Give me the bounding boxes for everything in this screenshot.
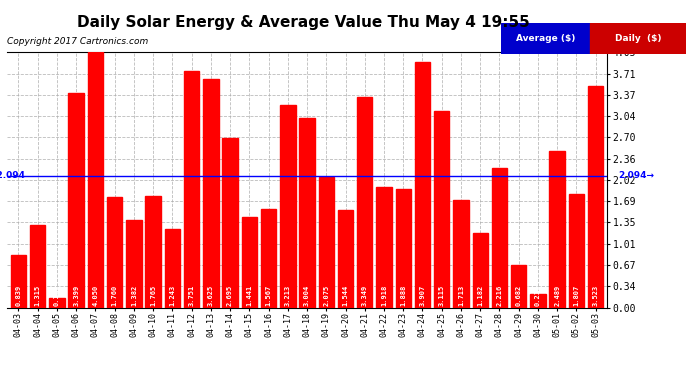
Bar: [376, 187, 392, 308]
Bar: [299, 118, 315, 308]
Text: 2.489: 2.489: [554, 284, 560, 306]
Text: 0.839: 0.839: [15, 284, 21, 306]
Bar: [473, 233, 488, 308]
Bar: [338, 210, 353, 308]
Bar: [569, 194, 584, 308]
Bar: [165, 229, 180, 308]
Text: 1.713: 1.713: [458, 284, 464, 306]
Text: 3.523: 3.523: [593, 284, 599, 306]
Text: Daily Solar Energy & Average Value Thu May 4 19:55: Daily Solar Energy & Average Value Thu M…: [77, 15, 530, 30]
Bar: [511, 264, 526, 308]
Bar: [530, 294, 546, 307]
Bar: [107, 196, 122, 308]
Bar: [88, 53, 103, 308]
Text: 0.156: 0.156: [54, 284, 60, 306]
Text: 3.213: 3.213: [285, 284, 290, 306]
Bar: [241, 217, 257, 308]
Bar: [434, 111, 449, 308]
Text: 3.004: 3.004: [304, 284, 310, 306]
Text: Daily  ($): Daily ($): [615, 34, 661, 43]
Text: 1.888: 1.888: [400, 284, 406, 306]
Bar: [68, 93, 84, 308]
Bar: [280, 105, 295, 308]
Text: 3.751: 3.751: [188, 284, 195, 306]
Text: 3.349: 3.349: [362, 284, 368, 306]
Bar: [357, 97, 373, 308]
Text: Copyright 2017 Cartronics.com: Copyright 2017 Cartronics.com: [7, 38, 148, 46]
Bar: [395, 189, 411, 308]
Bar: [501, 22, 590, 54]
Text: 1.567: 1.567: [266, 284, 272, 306]
Text: 1.315: 1.315: [34, 284, 41, 306]
Text: 0.682: 0.682: [515, 284, 522, 306]
Text: 1.918: 1.918: [381, 284, 387, 306]
Bar: [30, 225, 46, 308]
Bar: [492, 168, 507, 308]
Bar: [49, 298, 65, 307]
Bar: [222, 138, 238, 308]
Bar: [549, 151, 565, 308]
Text: 1.182: 1.182: [477, 284, 483, 306]
Text: 3.115: 3.115: [439, 284, 445, 306]
Text: 2.075: 2.075: [324, 284, 329, 306]
Text: ←2.094: ←2.094: [0, 171, 26, 180]
Bar: [261, 209, 276, 308]
Bar: [453, 200, 469, 308]
Text: 1.382: 1.382: [131, 284, 137, 306]
Bar: [11, 255, 26, 308]
Text: 1.441: 1.441: [246, 284, 253, 306]
Bar: [126, 220, 141, 308]
Text: 2.216: 2.216: [496, 284, 502, 306]
Text: 3.625: 3.625: [208, 284, 214, 306]
Text: 1.243: 1.243: [169, 284, 175, 306]
Text: Average ($): Average ($): [515, 34, 575, 43]
Text: 3.399: 3.399: [73, 284, 79, 306]
Text: 1.807: 1.807: [573, 284, 580, 306]
Text: 1.765: 1.765: [150, 284, 156, 306]
Text: 2.094→: 2.094→: [619, 171, 655, 180]
Bar: [184, 71, 199, 308]
Bar: [590, 22, 686, 54]
Text: 2.695: 2.695: [227, 284, 233, 306]
Text: 3.907: 3.907: [420, 284, 426, 306]
Bar: [415, 62, 430, 308]
Text: 4.050: 4.050: [92, 284, 99, 306]
Bar: [588, 86, 603, 308]
Text: 1.544: 1.544: [342, 284, 348, 306]
Bar: [203, 79, 219, 308]
Text: 1.760: 1.760: [112, 284, 118, 306]
Text: 0.216: 0.216: [535, 284, 541, 306]
Bar: [146, 196, 161, 308]
Bar: [319, 177, 334, 308]
